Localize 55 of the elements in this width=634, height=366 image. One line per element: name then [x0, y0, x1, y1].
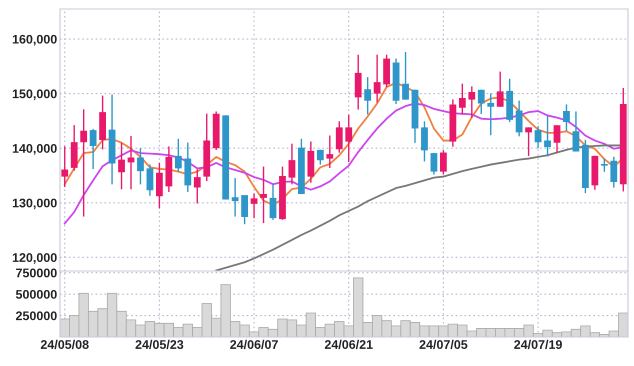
x-tick-label: 24/06/21 — [324, 340, 373, 350]
x-tick-label: 24/07/19 — [514, 340, 562, 350]
candlestick — [458, 84, 466, 114]
candlestick — [194, 169, 201, 204]
candlestick — [402, 52, 409, 100]
candlestick — [241, 194, 248, 224]
candlestick — [534, 126, 542, 148]
candlestick — [345, 114, 352, 162]
candlestick — [487, 93, 494, 136]
candlestick — [440, 150, 447, 175]
candlestick — [478, 90, 485, 114]
candlestick — [496, 72, 504, 107]
candlestick — [336, 121, 343, 153]
candlestick — [374, 54, 381, 102]
y-tick-label: 160,000 — [12, 34, 57, 46]
candlestick — [174, 138, 182, 172]
x-tick-label: 24/06/07 — [230, 340, 278, 350]
candlestick — [610, 156, 618, 188]
candlestick — [61, 146, 68, 188]
y-tick-label: 120,000 — [12, 253, 57, 264]
candlestick — [250, 193, 258, 218]
candlestick — [600, 158, 608, 172]
candlestick — [146, 164, 154, 196]
candlestick — [516, 100, 523, 136]
candlestick — [554, 125, 560, 153]
y-tick-label: 250000 — [16, 311, 57, 320]
candlestick — [525, 127, 532, 156]
candlestick — [270, 184, 276, 220]
x-tick-label: 24/07/05 — [420, 340, 468, 350]
candlestick — [572, 111, 580, 152]
candlestick — [326, 135, 334, 168]
x-tick-label: 24/05/23 — [136, 340, 184, 350]
candlestick — [563, 104, 570, 131]
candlestick — [137, 148, 144, 184]
y-tick-label: 140,000 — [12, 144, 57, 155]
candlestick — [288, 144, 296, 184]
y-tick-label: 150,000 — [12, 89, 57, 100]
candlestick — [430, 152, 438, 175]
candlestick — [232, 178, 239, 217]
candlestick — [468, 86, 476, 118]
candlestick — [260, 166, 267, 224]
y-tick-label: 130,000 — [12, 198, 57, 210]
y-tick-label: 750000 — [16, 268, 57, 278]
y-tick-label: 500000 — [16, 290, 57, 299]
candlestick — [118, 142, 125, 190]
candlestick — [354, 54, 362, 110]
candlestick — [90, 128, 97, 170]
candlestick — [364, 77, 372, 114]
x-tick-label: 24/05/08 — [40, 340, 89, 350]
candlestick — [128, 136, 134, 190]
candlestick — [316, 150, 324, 165]
candlestick — [544, 116, 551, 157]
candlestick — [421, 121, 428, 162]
candlestick — [80, 109, 88, 217]
candlestick — [156, 162, 163, 208]
